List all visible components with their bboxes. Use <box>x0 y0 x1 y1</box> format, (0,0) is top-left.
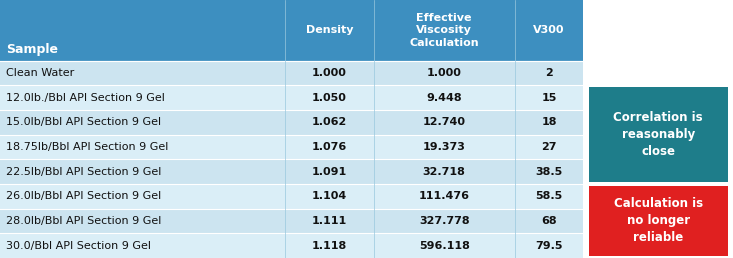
Text: Correlation is
reasonably
close: Correlation is reasonably close <box>614 111 703 158</box>
Text: 26.0lb/Bbl API Section 9 Gel: 26.0lb/Bbl API Section 9 Gel <box>6 191 161 201</box>
Bar <box>0 0 583 61</box>
Text: V300: V300 <box>534 25 565 35</box>
Text: 327.778: 327.778 <box>419 216 469 226</box>
Text: 111.476: 111.476 <box>419 191 470 201</box>
Text: Sample: Sample <box>6 43 58 56</box>
Text: 18.75lb/Bbl API Section 9 Gel: 18.75lb/Bbl API Section 9 Gel <box>6 142 169 152</box>
Text: 58.5: 58.5 <box>535 191 563 201</box>
Bar <box>589 87 728 182</box>
Text: Effective
Viscosity
Calculation: Effective Viscosity Calculation <box>409 13 479 48</box>
Text: 18: 18 <box>541 117 557 127</box>
Bar <box>589 186 728 256</box>
Bar <box>0 85 583 110</box>
Text: 1.104: 1.104 <box>312 191 347 201</box>
Bar <box>0 135 583 159</box>
Text: 1.076: 1.076 <box>312 142 347 152</box>
Bar <box>0 184 583 209</box>
Bar <box>0 233 583 258</box>
Text: 596.118: 596.118 <box>419 241 470 251</box>
Text: 19.373: 19.373 <box>423 142 465 152</box>
Text: 79.5: 79.5 <box>535 241 563 251</box>
Text: 1.111: 1.111 <box>312 216 347 226</box>
Text: Calculation is
no longer
reliable: Calculation is no longer reliable <box>614 197 703 245</box>
Text: 1.091: 1.091 <box>312 167 347 177</box>
Text: 38.5: 38.5 <box>535 167 563 177</box>
Text: 27: 27 <box>541 142 557 152</box>
Text: 68: 68 <box>541 216 557 226</box>
Bar <box>0 110 583 135</box>
Text: 1.000: 1.000 <box>312 68 347 78</box>
Text: 2: 2 <box>545 68 553 78</box>
Text: 28.0lb/Bbl API Section 9 Gel: 28.0lb/Bbl API Section 9 Gel <box>6 216 161 226</box>
Bar <box>0 209 583 233</box>
Text: 12.0lb./Bbl API Section 9 Gel: 12.0lb./Bbl API Section 9 Gel <box>6 93 165 103</box>
Text: Clean Water: Clean Water <box>6 68 74 78</box>
Text: 1.062: 1.062 <box>312 117 347 127</box>
Text: 1.000: 1.000 <box>427 68 462 78</box>
Text: 9.448: 9.448 <box>427 93 462 103</box>
Text: 32.718: 32.718 <box>423 167 465 177</box>
Text: 1.050: 1.050 <box>312 93 347 103</box>
Text: 22.5lb/Bbl API Section 9 Gel: 22.5lb/Bbl API Section 9 Gel <box>6 167 161 177</box>
Text: 30.0/Bbl API Section 9 Gel: 30.0/Bbl API Section 9 Gel <box>6 241 151 251</box>
Text: 12.740: 12.740 <box>423 117 465 127</box>
Text: 15.0lb/Bbl API Section 9 Gel: 15.0lb/Bbl API Section 9 Gel <box>6 117 161 127</box>
Text: 15: 15 <box>542 93 557 103</box>
Text: 1.118: 1.118 <box>312 241 347 251</box>
Text: Density: Density <box>306 25 353 35</box>
Bar <box>0 61 583 85</box>
Bar <box>0 159 583 184</box>
